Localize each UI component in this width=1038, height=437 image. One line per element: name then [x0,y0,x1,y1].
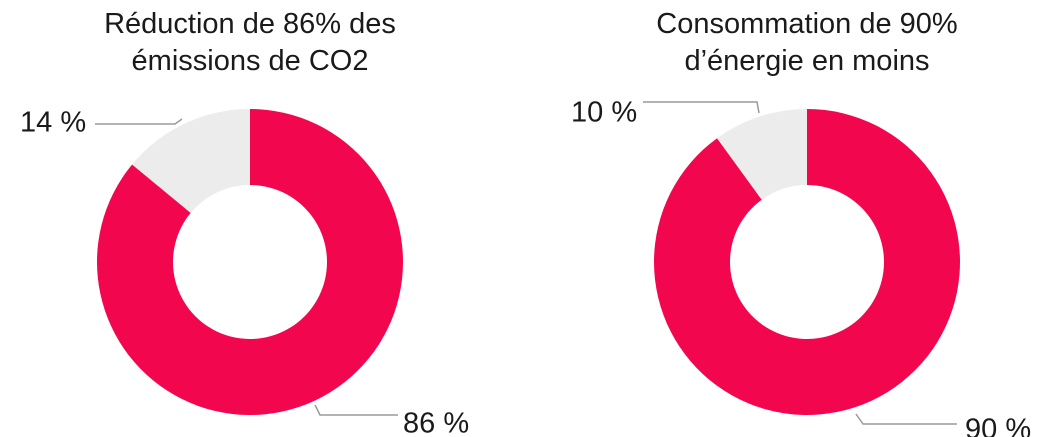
donut-chart: 10 % 90 % [571,97,1031,437]
chart-title-line-2: d’énergie en moins [684,45,930,77]
chart-title: Réduction de 86% des émissions de CO2 [50,6,450,80]
donut-slice-main [654,109,960,415]
leader-line [855,413,957,425]
leader-line [314,404,398,416]
chart-co2-reduction: Réduction de 86% des émissions de CO2 14… [20,6,469,437]
chart-title-line-1: Réduction de 86% des [104,8,396,40]
leader-line [643,101,760,114]
chart-title-line-1: Consommation de 90% [656,8,958,40]
chart-title-line-2: émissions de CO2 [131,45,369,77]
slice-label-main: 86 % [403,408,469,437]
leader-line [95,118,183,125]
donut-slice-main [96,109,404,415]
slice-label-remainder: 14 % [20,107,86,139]
slice-label-main: 90 % [965,414,1031,437]
donut-chart: 14 % 86 % [20,107,469,437]
chart-energy-consumption: Consommation de 90% d’énergie en moins 1… [519,0,1038,437]
donut-slice-remainder [717,109,807,200]
chart-title: Consommation de 90% d’énergie en moins [607,6,1007,80]
slice-label-remainder: 10 % [571,97,637,129]
donut-slice-remainder [132,109,250,213]
